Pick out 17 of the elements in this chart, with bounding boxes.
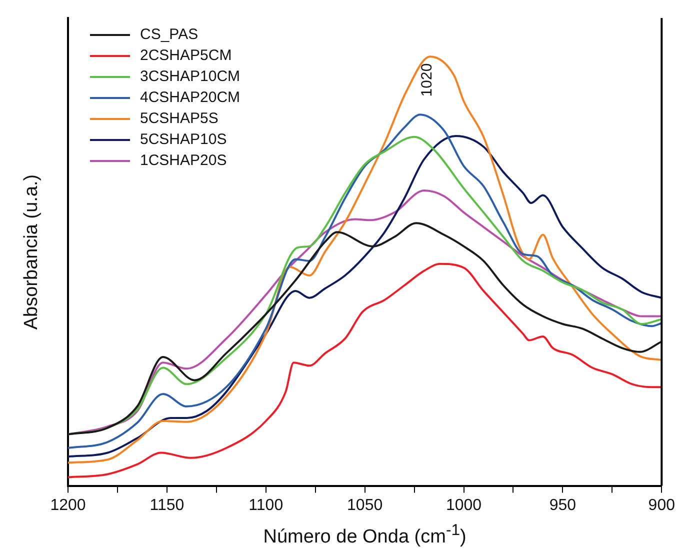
x-tick-label: 1000 [446, 496, 482, 514]
legend-label: CS_PAS [140, 25, 198, 45]
x-tick-label: 1100 [248, 496, 284, 514]
x-tick-label: 1200 [50, 496, 86, 514]
x-tick-label: 950 [549, 496, 576, 514]
legend-label: 1CSHAP20S [140, 151, 227, 171]
legend-label: 4CSHAP20CM [140, 88, 240, 108]
y-axis-title: Absorbancia (u.a.) [21, 174, 43, 330]
legend-label: 5CSHAP10S [140, 130, 227, 150]
x-tick-label: 900 [648, 496, 676, 514]
annotation: 1020 [418, 63, 436, 97]
x-axis-title: Número de Onda (cm$^{-1}$) [262, 522, 468, 548]
x-tick-label: 1150 [150, 496, 184, 514]
legend-label: 2CSHAP5CM [140, 46, 232, 66]
legend-label: 5CSHAP5S [140, 109, 218, 129]
legend-label: 3CSHAP10CM [140, 67, 240, 87]
x-tick-label: 1050 [347, 496, 383, 514]
